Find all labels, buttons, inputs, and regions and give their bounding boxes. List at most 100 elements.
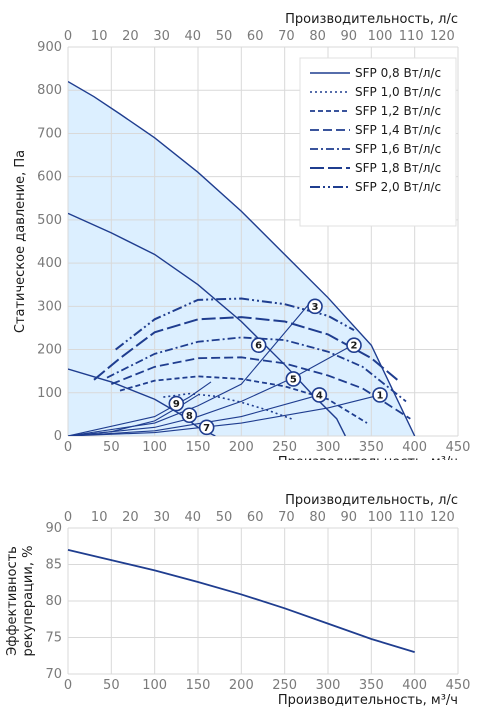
x-top-tick-label: 40 [185, 29, 202, 44]
marker-circle [307, 298, 323, 315]
system-curve [68, 301, 312, 436]
y-tick-label: 400 [37, 256, 62, 271]
y-axis-title-line1: Эффективность [5, 546, 20, 656]
marker-circle [250, 337, 267, 354]
sfp-curve [119, 375, 368, 424]
x-tick-label: 200 [229, 440, 254, 455]
sfp-curve [110, 356, 411, 420]
x-top-tick-label: 30 [153, 510, 170, 525]
efficiency-line [67, 549, 415, 653]
x-top-tick-label: 20 [122, 510, 139, 525]
legend-label: SFP 1,8 Вт/л/с [355, 161, 441, 175]
marker-circle [285, 371, 302, 387]
x-tick-label: 100 [142, 440, 167, 455]
y-tick-label: 300 [37, 299, 62, 314]
y-tick-label: 80 [45, 594, 62, 609]
marker-circle [198, 419, 215, 436]
legend-label: SFP 1,6 Вт/л/с [355, 142, 441, 156]
x-top-tick-label: 110 [399, 510, 424, 525]
x-tick-label: 400 [402, 440, 427, 455]
y-tick-label: 900 [37, 40, 62, 55]
x-tick-label: 50 [103, 440, 120, 455]
x-axis-title: Производительность, м³/ч [278, 455, 458, 460]
sfp-curve [93, 316, 398, 381]
x-tick-label: 150 [186, 440, 211, 455]
x-top-tick-label: 10 [91, 510, 108, 525]
x-top-tick-label: 0 [64, 510, 72, 525]
x-tick-label: 350 [359, 678, 384, 693]
marker-label: 4 [316, 390, 323, 401]
marker-label: 8 [186, 411, 193, 422]
y-tick-label: 500 [37, 213, 62, 228]
y-tick-label: 700 [37, 126, 62, 141]
x-tick-label: 50 [103, 678, 120, 693]
marker-label: 2 [351, 341, 358, 352]
marker-label: 1 [377, 390, 384, 401]
x-top-tick-label: 60 [247, 29, 264, 44]
x-tick-label: 250 [272, 440, 297, 455]
y-tick-label: 600 [37, 170, 62, 185]
x-top-tick-label: 90 [341, 510, 358, 525]
y-axis-title: Статическое давление, Па [13, 150, 28, 333]
legend-label: SFP 1,4 Вт/л/с [355, 123, 441, 137]
y-tick-label: 100 [37, 386, 62, 401]
x-tick-label: 400 [402, 678, 427, 693]
legend-box [299, 57, 457, 227]
fan-curve [68, 80, 416, 436]
marker-label: 3 [312, 302, 319, 313]
x-tick-label: 150 [186, 678, 211, 693]
x-top-tick-label: 40 [185, 510, 202, 525]
marker-circle [372, 387, 388, 403]
x-top-tick-label: 50 [216, 29, 233, 44]
legend-label: SFP 2,0 Вт/л/с [355, 180, 441, 194]
x-tick-label: 0 [64, 440, 72, 455]
y-tick-label: 85 [45, 558, 62, 573]
x-axis-title: Производительность, м³/ч [278, 693, 458, 708]
x-top-axis-title: Производительность, л/с [285, 12, 458, 27]
legend-label: SFP 1,2 Вт/л/с [355, 104, 441, 118]
y-axis-title-line2: рекуперации, % [21, 546, 36, 657]
marker-circle [181, 407, 198, 424]
system-curve [68, 343, 355, 436]
x-top-tick-label: 110 [399, 29, 424, 44]
x-tick-label: 300 [316, 440, 341, 455]
y-tick-label: 90 [45, 521, 62, 536]
y-tick-label: 70 [45, 667, 62, 682]
system-curve [68, 394, 320, 436]
x-top-tick-label: 100 [368, 510, 393, 525]
y-tick-label: 0 [54, 429, 62, 444]
marker-label: 7 [203, 423, 210, 434]
marker-circle [346, 337, 362, 354]
y-tick-label: 200 [37, 343, 62, 358]
x-top-tick-label: 80 [309, 29, 326, 44]
sfp-curve [115, 297, 355, 351]
x-top-tick-label: 120 [430, 510, 455, 525]
y-tick-label: 800 [37, 83, 62, 98]
x-tick-label: 0 [64, 678, 72, 693]
y-tick-label: 75 [45, 631, 62, 646]
x-top-tick-label: 10 [91, 29, 108, 44]
system-curve [68, 394, 199, 436]
marker-label: 5 [290, 374, 297, 385]
marker-circle [311, 387, 328, 403]
x-tick-label: 250 [272, 678, 297, 693]
x-top-tick-label: 30 [153, 29, 170, 44]
legend-label: SFP 0,8 Вт/л/с [355, 66, 441, 80]
fan-curve [68, 212, 346, 436]
x-top-tick-label: 50 [216, 510, 233, 525]
x-top-tick-label: 80 [309, 510, 326, 525]
efficiency-chart: 0 50 100 150 200 250 300 350 400 450 0 10 20 30 40 50 60… [5, 493, 470, 708]
x-top-tick-label: 70 [278, 510, 295, 525]
x-top-tick-label: 120 [430, 29, 455, 44]
marker-label: 9 [173, 399, 180, 410]
x-tick-label: 200 [229, 678, 254, 693]
x-tick-label: 350 [359, 440, 384, 455]
legend-label: SFP 1,0 Вт/л/с [355, 85, 441, 99]
x-top-tick-label: 70 [278, 29, 295, 44]
system-curve [68, 394, 381, 436]
x-top-tick-label: 90 [341, 29, 358, 44]
x-tick-label: 450 [446, 440, 471, 455]
sfp-curve [163, 392, 294, 421]
